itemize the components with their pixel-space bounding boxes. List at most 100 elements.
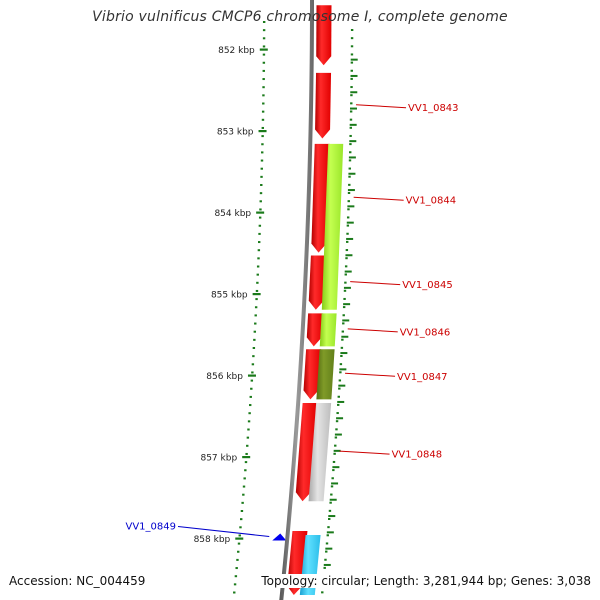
minor-tick [336, 412, 339, 415]
major-tick [258, 130, 267, 133]
minor-tick [342, 314, 345, 317]
gene-label-leader [353, 196, 404, 201]
minor-tick [330, 485, 334, 488]
minor-tick [321, 591, 324, 594]
minor-tick [257, 257, 260, 260]
gene-label[interactable]: VV1_0846 [400, 327, 451, 338]
minor-tick [262, 102, 265, 105]
gene-label[interactable]: VV1_0848 [392, 450, 443, 461]
minor-tick [242, 485, 246, 488]
minor-tick [250, 379, 254, 382]
minor-tick [258, 241, 261, 244]
gene-label[interactable]: VV1_0845 [402, 280, 453, 291]
minor-tick [248, 412, 251, 415]
minor-tick [350, 69, 353, 72]
minor-tick [342, 319, 350, 322]
minor-tick [344, 281, 347, 284]
minor-tick [343, 289, 347, 292]
minor-tick [253, 330, 257, 333]
minor-tick [350, 74, 358, 77]
minor-tick [350, 94, 353, 97]
minor-tick [339, 368, 347, 371]
chromosome-backbone [279, 0, 314, 600]
minor-tick [343, 297, 346, 300]
minor-tick [334, 436, 338, 439]
forward-gene-arrow[interactable] [308, 255, 326, 310]
minor-tick [350, 61, 354, 64]
minor-tick [332, 460, 336, 463]
minor-tick [261, 151, 264, 154]
minor-tick [339, 371, 342, 374]
minor-tick [249, 404, 252, 407]
scale-ticks: 852 kbp 853 kbp 854 kbp 855 kbp 856 kbp 857 k… [194, 21, 358, 594]
minor-tick [262, 45, 266, 48]
reverse-gene-block[interactable] [319, 313, 337, 347]
scale-tick-label: 852 kbp [218, 46, 255, 56]
minor-tick [262, 37, 266, 40]
minor-tick [343, 303, 351, 306]
reverse-gene-block[interactable] [308, 402, 332, 502]
minor-tick [236, 558, 239, 561]
forward-gene-arrow[interactable] [303, 349, 322, 400]
forward-gene-arrow[interactable] [295, 402, 318, 502]
scale-tick-label: 853 kbp [217, 128, 254, 138]
minor-tick [256, 273, 259, 276]
minor-tick [233, 591, 236, 594]
minor-tick [338, 379, 342, 382]
minor-tick [325, 542, 329, 545]
forward-gene-arrow[interactable] [306, 313, 324, 347]
minor-tick [336, 417, 344, 420]
reverse-gene-block[interactable] [316, 349, 335, 400]
minor-tick [334, 444, 337, 447]
minor-tick [335, 420, 339, 423]
minor-tick [348, 167, 351, 170]
minor-tick [349, 123, 357, 126]
minor-tick [254, 314, 257, 317]
minor-tick [245, 452, 248, 455]
minor-tick [258, 232, 261, 235]
forward-gene-arrow[interactable] [316, 5, 332, 66]
minor-tick [256, 281, 259, 284]
minor-tick [349, 143, 352, 146]
forward-gene-arrow[interactable] [315, 72, 332, 139]
minor-tick [257, 249, 261, 252]
minor-tick [333, 449, 341, 452]
minor-tick [330, 493, 333, 496]
chromosome-backbone-line [279, 0, 314, 600]
reverse-gene-block[interactable] [321, 143, 344, 310]
minor-tick [261, 135, 264, 138]
gene-label[interactable]: VV1_0843 [408, 103, 459, 114]
minor-tick [337, 403, 340, 406]
minor-tick [328, 518, 331, 520]
minor-tick [348, 175, 351, 178]
minor-tick [328, 509, 332, 512]
minor-tick [234, 575, 238, 578]
major-tick [242, 456, 251, 459]
gene-marker[interactable] [272, 533, 287, 541]
minor-tick [252, 355, 255, 358]
minor-tick [334, 433, 342, 436]
gene-label[interactable]: VV1_0844 [406, 196, 457, 207]
minor-tick [233, 583, 237, 586]
minor-tick [343, 286, 351, 289]
minor-tick [346, 232, 349, 235]
minor-tick [341, 330, 345, 333]
minor-tick [261, 126, 265, 129]
minor-tick [244, 469, 247, 472]
minor-tick [326, 534, 329, 537]
gene-label[interactable]: VV1_0847 [397, 372, 448, 383]
minor-tick [345, 257, 348, 260]
minor-tick [260, 175, 263, 178]
minor-tick [247, 428, 250, 431]
minor-tick [249, 395, 252, 398]
scale-tick-label: 854 kbp [214, 209, 251, 219]
minor-tick [348, 159, 352, 162]
gene-label-leader [339, 450, 390, 455]
gene-label[interactable]: VV1_0849 [126, 522, 177, 533]
minor-tick [235, 567, 238, 570]
topology-summary: Topology: circular; Length: 3,281,944 bp… [261, 574, 591, 588]
minor-tick [237, 550, 240, 553]
minor-tick [325, 550, 328, 553]
minor-tick [347, 192, 351, 194]
minor-tick [349, 126, 353, 129]
